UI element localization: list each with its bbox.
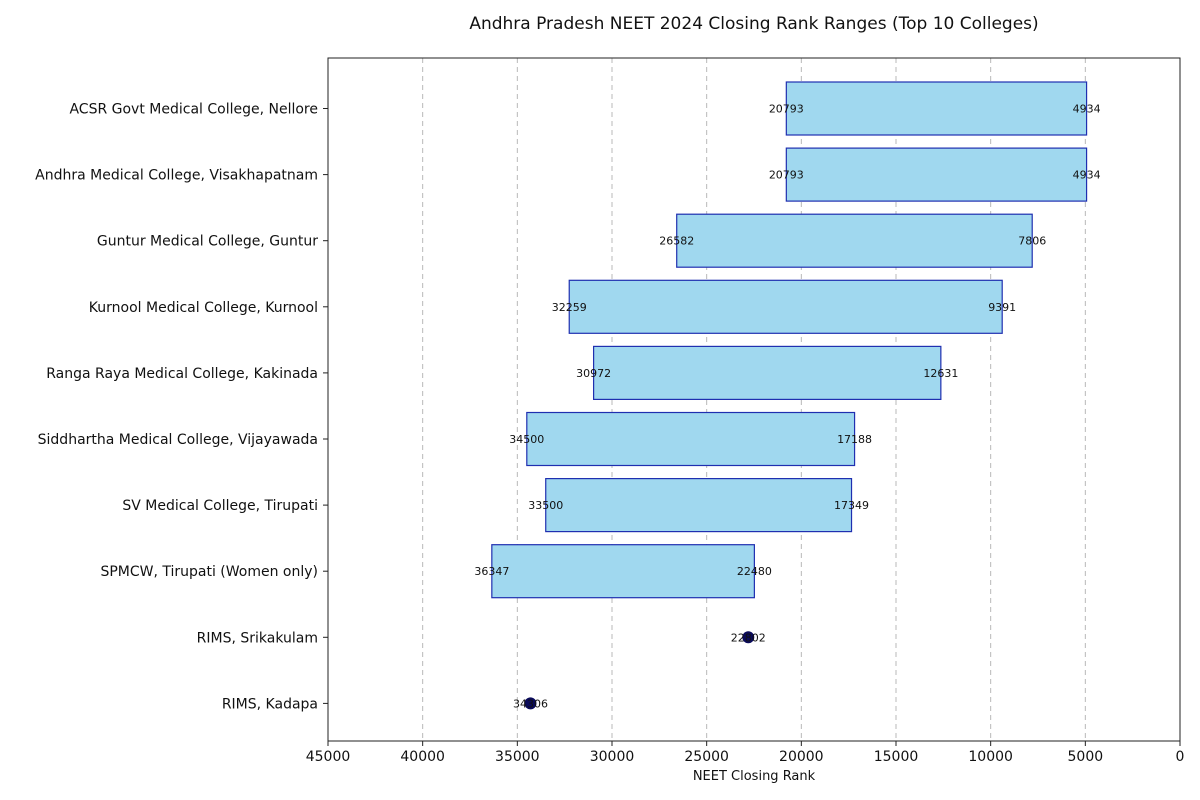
high-rank-label: 34500 (509, 433, 544, 446)
high-rank-label: 33500 (528, 499, 563, 512)
rank-range-bar (491, 544, 755, 599)
rank-range-bar (592, 345, 942, 400)
rank-range-bar (785, 81, 1088, 136)
x-tick-label: 5000 (1068, 749, 1104, 765)
plot-frame (327, 57, 1181, 742)
y-tick-label: Siddhartha Medical College, Vijayawada (38, 432, 318, 448)
high-rank-label: 20793 (769, 169, 804, 182)
x-tick-label: 45000 (306, 749, 351, 765)
labels-layer: 20793 4934 20793 4934 26582 7806 32259 9391 3097… (474, 103, 1100, 711)
x-tick-label: 20000 (779, 749, 824, 765)
y-tick-label: RIMS, Kadapa (222, 696, 318, 712)
high-rank-label: 30972 (576, 367, 611, 380)
y-axis: ACSR Govt Medical College, Nellore Andhra… (35, 102, 328, 712)
x-tick-label: 0 (1176, 749, 1185, 765)
rank-range-bar (526, 411, 856, 467)
low-rank-label: 4934 (1073, 169, 1101, 182)
x-axis-label: NEET Closing Rank (693, 769, 816, 784)
low-rank-label: 4934 (1073, 103, 1101, 116)
rank-label: 34306 (513, 697, 548, 710)
rank-point (524, 697, 537, 710)
low-rank-label: 22480 (737, 565, 772, 578)
x-tick-label: 10000 (968, 749, 1013, 765)
x-tick-label: 35000 (495, 749, 540, 765)
y-tick-label: RIMS, Srikakulam (197, 630, 318, 646)
x-tick-label: 30000 (590, 749, 635, 765)
bars-layer (491, 81, 1088, 710)
rank-range-bar (545, 478, 853, 533)
y-tick-label: Andhra Medical College, Visakhapatnam (35, 168, 318, 184)
rank-label: 22802 (731, 631, 766, 644)
y-tick-label: Guntur Medical College, Guntur (97, 234, 318, 250)
x-tick-label: 40000 (400, 749, 445, 765)
x-axis: 45000 40000 35000 30000 25000 20000 15000 10000… (306, 741, 1185, 765)
high-rank-label: 20793 (769, 103, 804, 116)
grid-layer (422, 58, 1086, 741)
y-tick-label: ACSR Govt Medical College, Nellore (69, 102, 318, 118)
y-tick-label: SPMCW, Tirupati (Women only) (100, 564, 318, 580)
y-tick-label: Kurnool Medical College, Kurnool (89, 300, 318, 316)
low-rank-label: 9391 (988, 301, 1016, 314)
y-tick-label: SV Medical College, Tirupati (122, 498, 318, 514)
low-rank-label: 17188 (837, 433, 872, 446)
low-rank-label: 7806 (1018, 235, 1046, 248)
y-tick-label: Ranga Raya Medical College, Kakinada (46, 366, 318, 382)
rank-range-bar (568, 279, 1003, 334)
high-rank-label: 36347 (474, 565, 509, 578)
chart-title: Andhra Pradesh NEET 2024 Closing Rank Ra… (469, 14, 1038, 34)
rank-range-bar (676, 213, 1033, 268)
rank-point (742, 631, 755, 644)
high-rank-label: 32259 (552, 301, 587, 314)
high-rank-label: 26582 (659, 235, 694, 248)
x-tick-label: 15000 (874, 749, 919, 765)
x-tick-label: 25000 (684, 749, 729, 765)
low-rank-label: 17349 (834, 499, 869, 512)
rank-range-bar (785, 147, 1088, 202)
low-rank-label: 12631 (923, 367, 958, 380)
